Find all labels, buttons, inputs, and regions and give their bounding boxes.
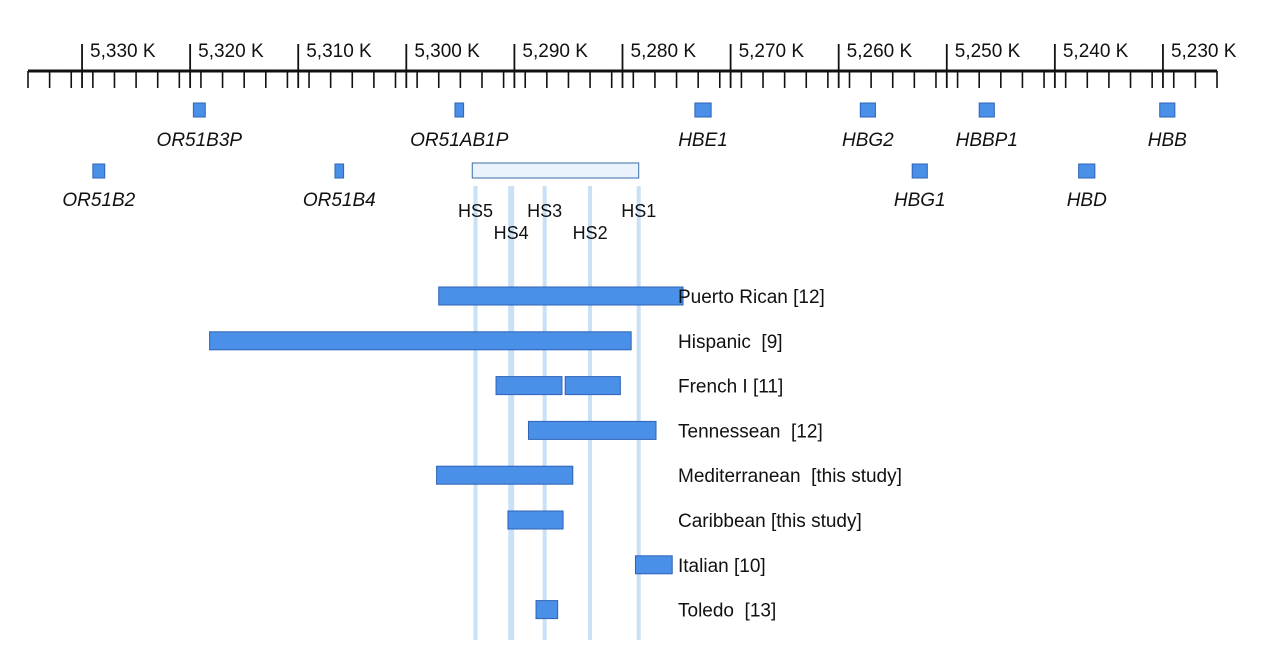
hs5-line: [473, 186, 478, 640]
gene-hbd-box: [1078, 163, 1096, 179]
hs4-label: HS4: [494, 223, 529, 243]
tick-label: 5,310 K: [306, 41, 372, 62]
gene-or51b4-label: OR51B4: [303, 190, 376, 211]
lcr-region: [471, 162, 640, 179]
deletion-french-i-bar-1: [495, 376, 563, 396]
tick-label: 5,300 K: [414, 41, 480, 62]
gene-hbg2-box: [859, 102, 876, 118]
deletion-hispanic-label: Hispanic [9]: [678, 332, 783, 353]
gene-hbbp1-box: [978, 102, 995, 118]
hs1-label: HS1: [621, 201, 656, 221]
hs3-line: [542, 186, 547, 640]
hs2-line: [588, 186, 593, 640]
hs4-line: [508, 186, 515, 640]
tick-label: 5,320 K: [198, 41, 264, 62]
tick-label: 5,290 K: [522, 41, 588, 62]
gene-hbb-label: HBB: [1148, 130, 1187, 151]
gene-hbd-label: HBD: [1067, 190, 1107, 211]
deletion-french-i-bar-2: [564, 376, 621, 396]
gene-or51ab1p-label: OR51AB1P: [410, 130, 509, 151]
gene-or51b4-box: [334, 163, 345, 179]
gene-hbg1-label: HBG1: [894, 190, 946, 211]
tick-label: 5,280 K: [631, 41, 697, 62]
hs5-label: HS5: [458, 201, 493, 221]
gene-or51b2-label: OR51B2: [62, 190, 135, 211]
gene-hbg2-label: HBG2: [842, 130, 894, 151]
deletion-puerto-rican-label: Puerto Rican [12]: [678, 287, 825, 308]
hs1-line: [636, 186, 641, 640]
tick-label: 5,330 K: [90, 41, 156, 62]
gene-hbg1-box: [911, 163, 928, 179]
gene-hbb-box: [1159, 102, 1176, 118]
deletion-tennessean-bar: [527, 420, 657, 440]
deletion-hispanic-bar: [209, 331, 632, 351]
gene-or51ab1p-box: [454, 102, 465, 118]
hs2-label: HS2: [573, 223, 608, 243]
deletion-italian-bar: [634, 555, 673, 575]
hs3-label: HS3: [527, 201, 562, 221]
tick-label: 5,260 K: [847, 41, 913, 62]
gene-track: OR51B3P OR51AB1P HBE1 HBG2 HBBP1 HBB OR51B2 OR5…: [62, 102, 1187, 211]
gene-hbe1-box: [694, 102, 712, 118]
tick-label: 5,240 K: [1063, 41, 1129, 62]
deletion-track: Puerto Rican [12] Hispanic [9] French I [1…: [209, 286, 902, 622]
gene-or51b2-box: [92, 163, 106, 179]
gene-hbbp1-label: HBBP1: [956, 130, 1018, 151]
deletion-tennessean-label: Tennessean [12]: [678, 421, 823, 442]
gene-or51b3p-label: OR51B3P: [157, 130, 243, 151]
hs-site-lines: [473, 186, 641, 640]
deletion-mediterranean-label: Mediterranean [this study]: [678, 466, 902, 487]
deletion-italian-label: Italian [10]: [678, 556, 766, 577]
tick-label: 5,270 K: [739, 41, 805, 62]
lcr-box: [471, 162, 640, 179]
deletion-toledo-bar: [535, 600, 559, 620]
deletion-caribbean-bar: [507, 510, 564, 530]
deletion-french-i-label: French I [11]: [678, 377, 783, 398]
gene-hbe1-label: HBE1: [678, 130, 728, 151]
tick-label: 5,230 K: [1171, 41, 1237, 62]
deletion-puerto-rican-bar: [438, 286, 684, 306]
gene-or51b3p-box: [192, 102, 206, 118]
deletion-mediterranean-bar: [436, 465, 574, 485]
deletion-caribbean-label: Caribbean [this study]: [678, 511, 862, 532]
deletion-toledo-label: Toledo [13]: [678, 601, 776, 622]
genomic-axis: 5,330 K 5,320 K 5,310 K 5,300 K 5,290 K 5,280…: [27, 41, 1237, 88]
tick-label: 5,250 K: [955, 41, 1021, 62]
